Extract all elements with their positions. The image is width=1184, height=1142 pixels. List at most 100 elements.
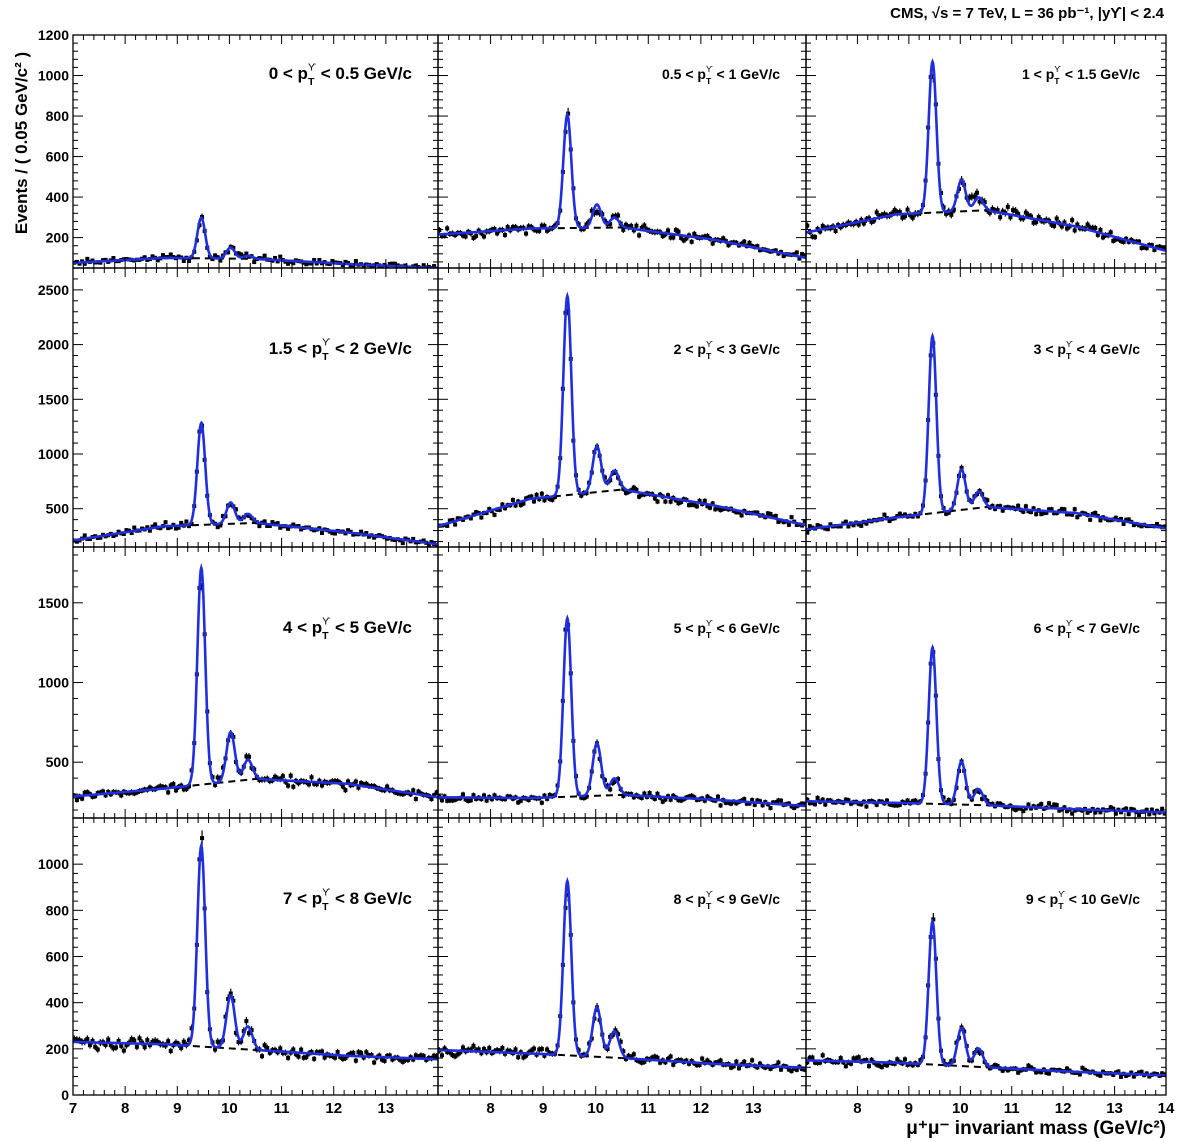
data-point	[718, 508, 723, 513]
data-point	[859, 802, 864, 807]
data-point	[967, 195, 972, 200]
data-point	[755, 1065, 760, 1070]
data-point	[715, 794, 720, 799]
data-point	[705, 234, 710, 239]
data-point	[1088, 225, 1093, 230]
data-point	[134, 790, 139, 795]
data-point	[119, 793, 124, 798]
data-point	[949, 212, 954, 217]
y-tick-label: 2500	[38, 282, 69, 298]
data-point	[998, 801, 1003, 806]
data-point	[800, 801, 805, 806]
data-point	[671, 235, 676, 240]
data-point	[312, 528, 317, 533]
panel-pt-label: 1.5 < pTϒ < 2 GeV/c	[269, 337, 412, 363]
data-point	[1137, 239, 1141, 244]
data-point	[312, 781, 317, 786]
data-point	[705, 1058, 710, 1063]
background-fit-line	[73, 521, 438, 546]
data-point	[887, 802, 892, 807]
data-point	[301, 1055, 306, 1060]
data-point	[296, 781, 301, 786]
data-point	[1070, 811, 1075, 816]
y-tick-label: 200	[46, 1041, 70, 1057]
data-point	[306, 261, 311, 266]
data-point	[542, 793, 547, 798]
data-point	[309, 261, 314, 266]
data-point	[309, 1050, 314, 1055]
data-point	[721, 236, 726, 241]
data-point	[364, 530, 369, 535]
data-point	[155, 1039, 160, 1044]
data-point	[773, 800, 778, 805]
data-point	[421, 1054, 426, 1059]
data-point	[416, 1055, 421, 1060]
data-point	[681, 238, 686, 243]
data-point	[813, 1060, 817, 1065]
data-point	[802, 801, 806, 806]
data-point	[797, 256, 802, 261]
data-point	[806, 223, 810, 228]
data-point	[1098, 1073, 1103, 1078]
data-point	[244, 1019, 249, 1024]
data-point	[106, 1037, 111, 1042]
data-point	[1137, 1070, 1141, 1075]
data-point	[273, 774, 278, 779]
data-point	[369, 783, 374, 788]
data-point	[173, 788, 178, 793]
data-point	[846, 524, 851, 529]
data-point	[1047, 801, 1051, 806]
data-point	[900, 215, 905, 220]
data-point	[252, 260, 257, 265]
data-point	[95, 1047, 100, 1052]
data-point	[944, 211, 949, 216]
data-point	[1149, 243, 1154, 248]
data-point	[1162, 246, 1166, 251]
data-point	[526, 798, 531, 803]
data-point	[763, 1065, 768, 1070]
data-point	[1021, 216, 1026, 221]
data-point	[810, 800, 815, 805]
data-point	[843, 1064, 848, 1069]
data-point	[1113, 237, 1118, 242]
data-point	[623, 222, 628, 227]
data-point	[702, 798, 707, 803]
data-point	[111, 533, 116, 538]
data-point	[818, 229, 823, 234]
data-point	[280, 1051, 285, 1056]
data-point	[995, 504, 1000, 509]
panel-pt-label: 0 < pTϒ < 0.5 GeV/c	[269, 62, 412, 88]
x-tick-label: 9	[905, 1100, 913, 1117]
data-point	[879, 213, 884, 218]
data-point	[275, 776, 280, 781]
data-point	[786, 1067, 791, 1072]
data-point	[503, 232, 508, 237]
data-point	[1034, 1070, 1039, 1075]
data-point	[111, 1046, 116, 1051]
data-point	[445, 798, 450, 803]
data-point	[1016, 806, 1021, 811]
data-point	[411, 788, 416, 793]
data-point	[103, 793, 108, 798]
data-point	[647, 791, 652, 796]
data-point	[1137, 812, 1141, 817]
data-point	[163, 520, 168, 525]
data-point	[752, 510, 757, 515]
data-point	[584, 491, 589, 496]
data-point	[668, 1054, 673, 1059]
data-point	[179, 520, 184, 525]
data-point	[652, 796, 657, 801]
total-fit-line	[73, 562, 438, 799]
data-point	[445, 523, 450, 528]
data-point	[296, 1054, 301, 1059]
data-point	[869, 1057, 874, 1062]
data-point	[668, 797, 673, 802]
data-point	[239, 252, 244, 257]
data-point	[513, 503, 518, 508]
data-point	[1044, 510, 1049, 515]
data-point	[838, 225, 843, 230]
data-point	[684, 236, 689, 241]
data-point	[776, 519, 781, 524]
x-tick-label: 12	[325, 1100, 342, 1117]
data-point	[903, 214, 907, 219]
